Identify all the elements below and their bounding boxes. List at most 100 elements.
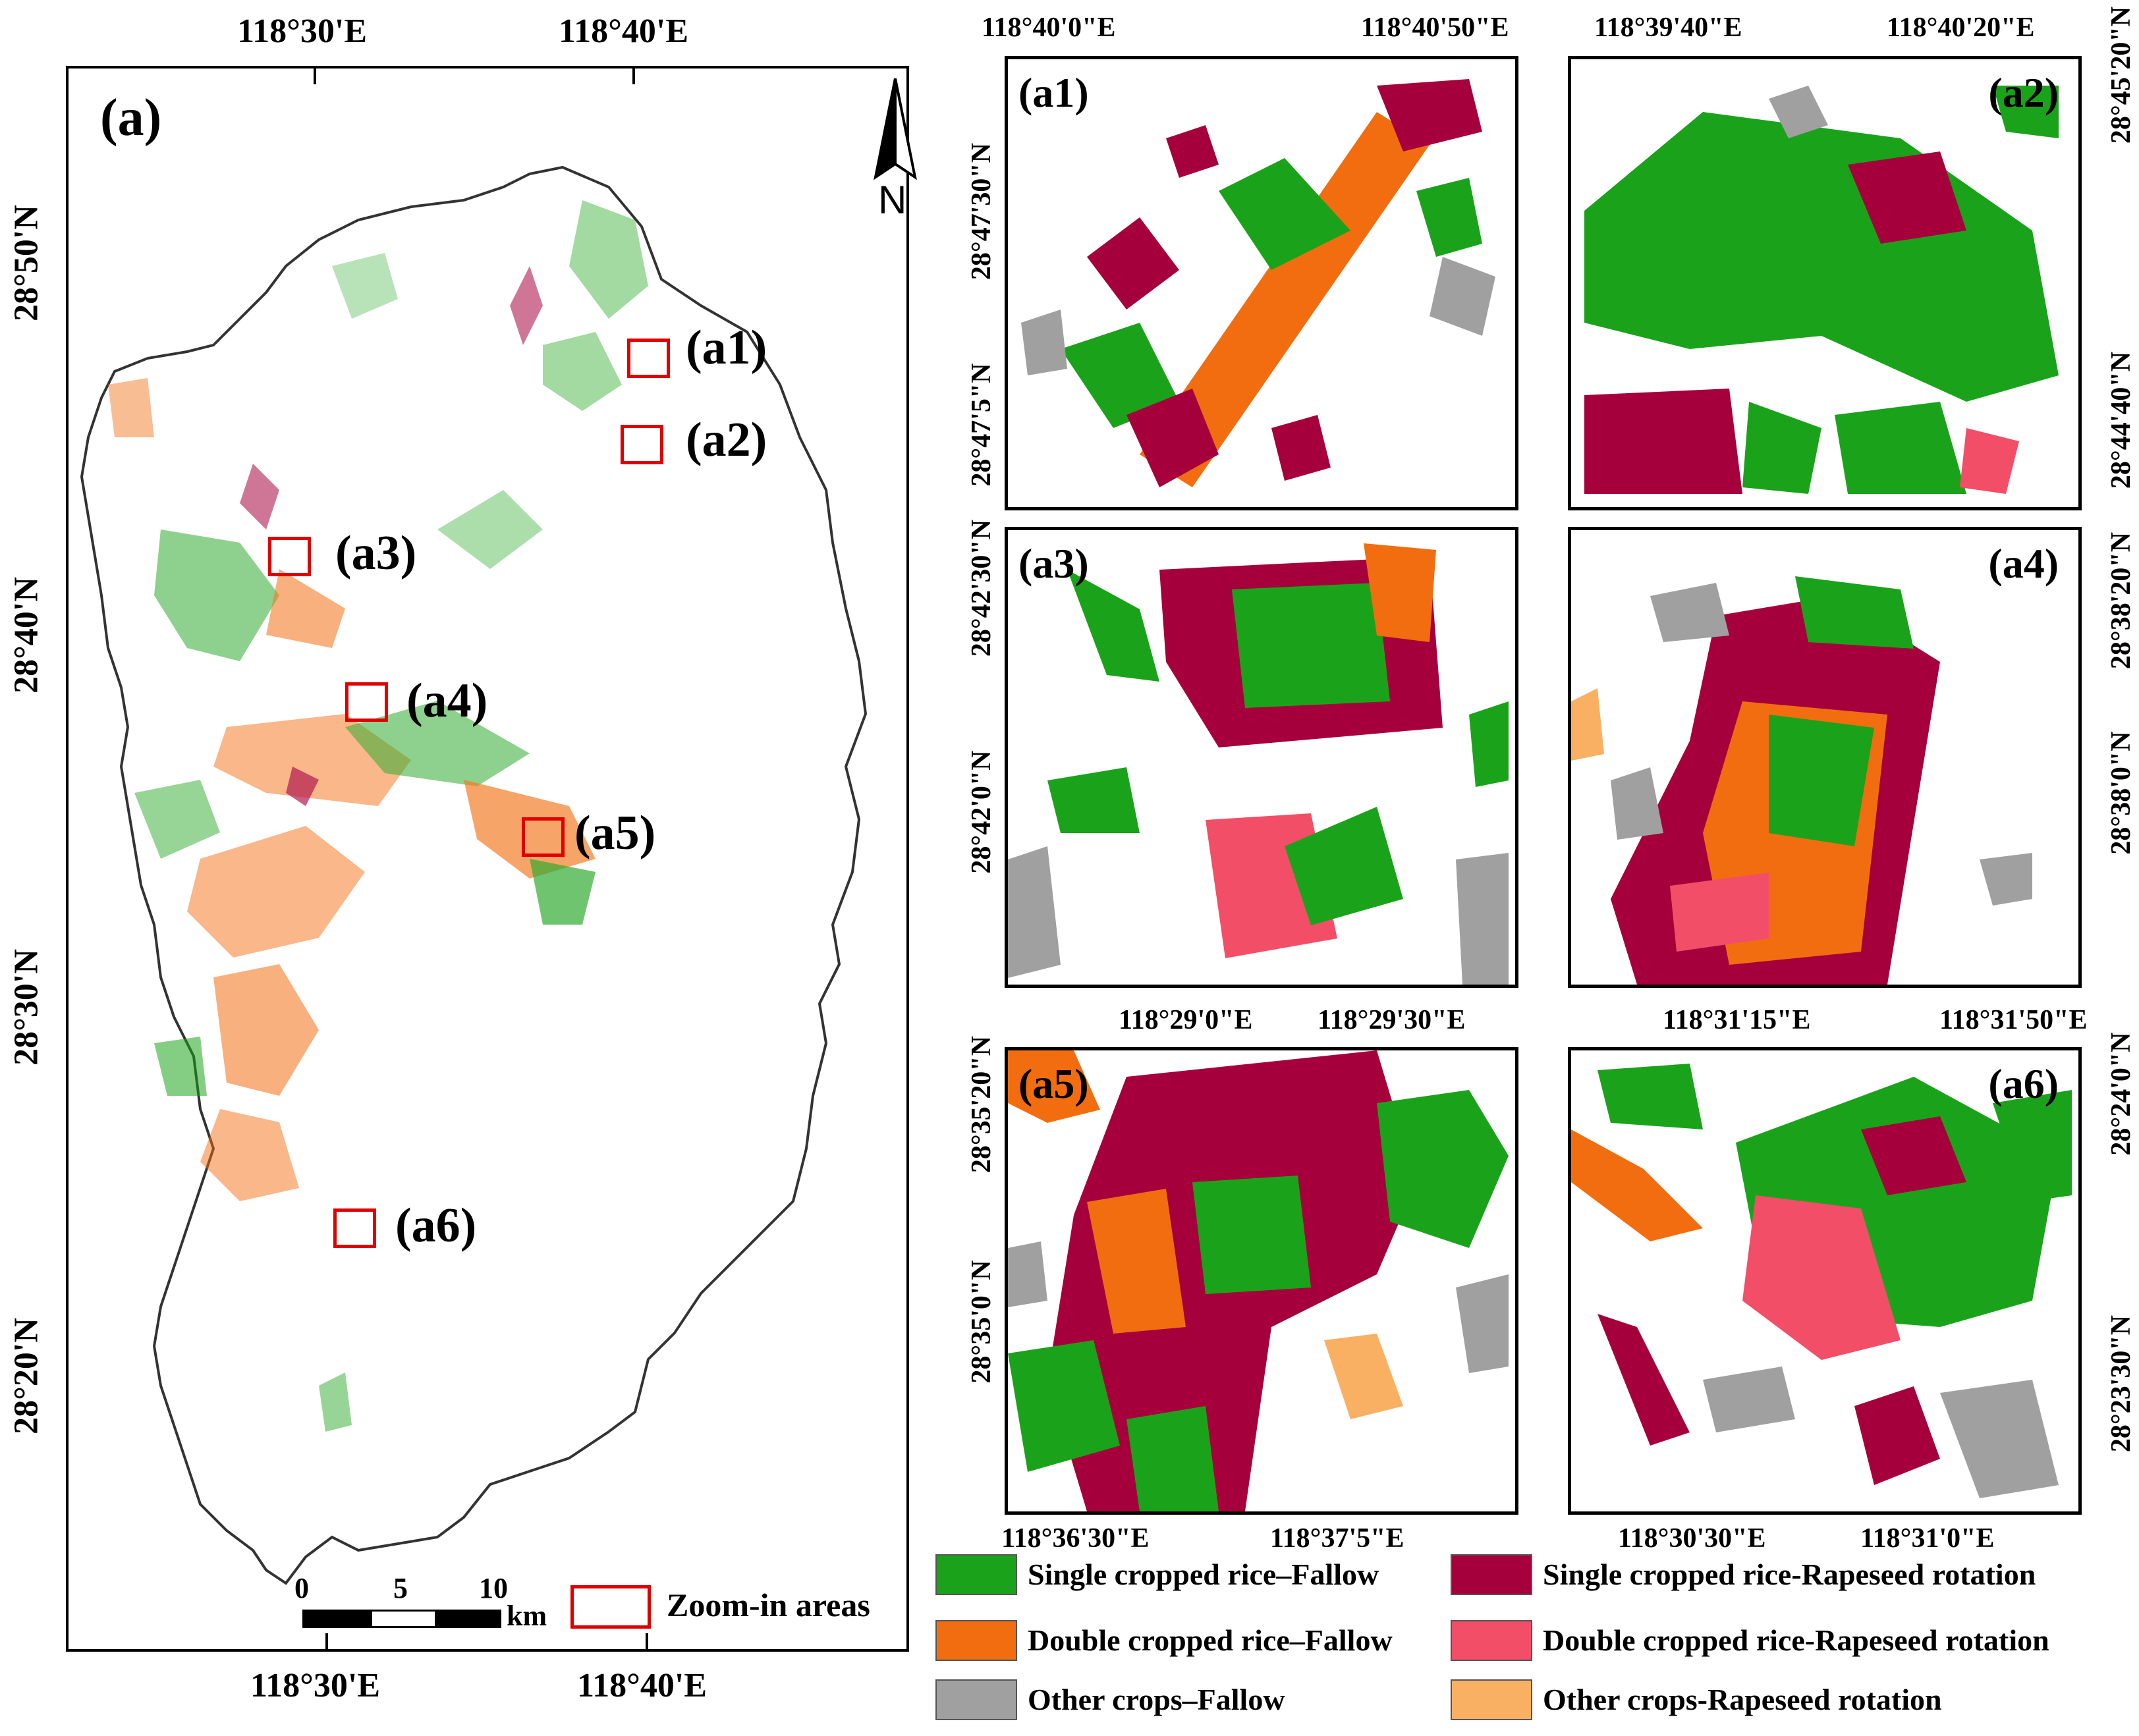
county-boundary — [80, 165, 868, 1585]
legend-swatch-single-fallow — [935, 1554, 1017, 1595]
legend-item-other-fallow: Other crops–Fallow — [935, 1679, 1449, 1720]
scale-tick-0: 0 — [294, 1572, 309, 1604]
panel-a5-tag: (a5) — [1018, 1060, 1089, 1107]
zoom-label-a1: (a1) — [686, 321, 767, 375]
zoom-box-a6[interactable] — [333, 1208, 376, 1248]
legend-label-single-rapeseed: Single cropped rice-Rapeseed rotation — [1543, 1558, 2036, 1591]
panel-a4: (a4) — [1568, 527, 2082, 988]
a3-bottom-lon-2: 118°29'30"E — [1318, 1005, 1466, 1035]
north-label: N — [878, 178, 907, 222]
a3-bottom-lon-1: 118°29'0"E — [1119, 1005, 1253, 1035]
a5-left-lat-1: 28°35'20"N — [966, 1035, 997, 1174]
zoom-legend-text: Zoom-in areas — [667, 1587, 870, 1623]
legend-swatch-single-rapeseed — [1451, 1554, 1532, 1595]
panel-a1-tag: (a1) — [1018, 69, 1089, 116]
main-left-lat-4: 28°20'N — [7, 1318, 45, 1434]
panel-a5: (a5) — [1005, 1047, 1518, 1515]
legend-item-double-fallow: Double cropped rice–Fallow — [935, 1620, 1449, 1661]
a5-left-lat-2: 28°35'0"N — [966, 1260, 997, 1384]
panel-a2-tag: (a2) — [1988, 69, 2059, 116]
scale-tick-5: 5 — [393, 1572, 408, 1604]
a2-top-lon-1: 118°39'40"E — [1594, 13, 1742, 43]
panel-a2-map — [1584, 86, 2059, 494]
main-bottom-lon-1: 118°30'E — [250, 1667, 381, 1704]
main-left-lat-1: 28°50'N — [7, 205, 45, 321]
a4-bottom-lon-1: 118°31'15"E — [1663, 1005, 1811, 1035]
panel-a6-tag: (a6) — [1988, 1060, 2059, 1107]
zoom-box-a1[interactable] — [627, 339, 670, 378]
a1-top-lon-1: 118°40'0"E — [982, 13, 1116, 43]
main-top-lon-1: 118°30'E — [237, 13, 368, 50]
legend-item-single-fallow: Single cropped rice–Fallow — [935, 1554, 1449, 1595]
main-left-lat-3: 28°30'N — [7, 949, 45, 1066]
legend-item-single-rapeseed: Single cropped rice-Rapeseed rotation — [1451, 1554, 2109, 1595]
a5-bottom-lon-2: 118°37'5"E — [1270, 1523, 1404, 1554]
scale-segment-1 — [302, 1610, 372, 1628]
scale-segment-2 — [370, 1610, 437, 1628]
a6-bottom-lon-1: 118°30'30"E — [1618, 1523, 1766, 1554]
legend-swatch-double-fallow — [935, 1620, 1017, 1661]
a2-right-lat-1: 28°45'20"N — [2106, 6, 2136, 144]
zoom-box-a3[interactable] — [268, 537, 311, 576]
legend-label-other-fallow: Other crops–Fallow — [1028, 1683, 1285, 1716]
panel-a4-tag: (a4) — [1988, 540, 2059, 587]
scale-segment-3 — [435, 1610, 501, 1628]
main-left-lat-2: 28°40'N — [7, 577, 45, 693]
zoom-label-a5: (a5) — [574, 806, 656, 860]
scale-tick-10: 10 — [479, 1572, 508, 1604]
zoom-legend-box — [570, 1585, 651, 1629]
panel-a6-map — [1571, 1064, 2072, 1498]
tick-bottom-2 — [646, 1633, 648, 1649]
legend-item-other-rapeseed: Other crops-Rapeseed rotation — [1451, 1679, 2109, 1720]
zoom-box-a2[interactable] — [621, 425, 663, 464]
legend-swatch-other-rapeseed — [1451, 1679, 1532, 1720]
a3-left-lat-2: 28°42'0"N — [966, 750, 997, 874]
main-top-lon-2: 118°40'E — [559, 13, 689, 50]
panel-a1: (a1) — [1005, 56, 1518, 510]
zoom-label-a4: (a4) — [406, 674, 488, 728]
tick-top-2 — [632, 68, 635, 84]
panel-a3-tag: (a3) — [1018, 540, 1089, 587]
panel-a6: (a6) — [1568, 1047, 2082, 1515]
panel-a3: (a3) — [1005, 527, 1518, 988]
zoom-box-a5[interactable] — [522, 817, 565, 857]
panel-a1-map — [1021, 79, 1495, 487]
a6-right-lat-2: 28°23'30"N — [2106, 1315, 2136, 1453]
panel-a5-map — [1008, 1050, 1509, 1511]
legend-label-double-rapeseed: Double cropped rice-Rapeseed rotation — [1543, 1623, 2049, 1657]
a6-right-lat-1: 28°24'0"N — [2106, 1032, 2136, 1156]
main-map-frame: (a) N (a1) (a2) (a3) (a4) (a5) (a6) 0 5 … — [66, 66, 917, 1652]
panel-a3-map — [1008, 543, 1509, 985]
tick-top-1 — [314, 68, 316, 84]
panel-a4-map — [1571, 576, 2032, 985]
a5-bottom-lon-1: 118°36'30"E — [1001, 1523, 1150, 1554]
a2-right-lat-2: 28°44'40"N — [2106, 351, 2136, 489]
legend-label-single-fallow: Single cropped rice–Fallow — [1028, 1558, 1379, 1591]
a1-left-lat-1: 28°47'30"N — [966, 142, 997, 281]
zoom-label-a2: (a2) — [686, 413, 767, 467]
main-map-label: (a) — [100, 89, 162, 147]
a4-right-lat-2: 28°38'0"N — [2106, 731, 2136, 855]
panel-a2: (a2) — [1568, 56, 2082, 510]
main-bottom-lon-2: 118°40'E — [577, 1667, 708, 1704]
a6-bottom-lon-2: 118°31'0"E — [1860, 1523, 1995, 1554]
tick-bottom-1 — [325, 1633, 328, 1649]
zoom-box-a4[interactable] — [345, 682, 388, 722]
legend-item-double-rapeseed: Double cropped rice-Rapeseed rotation — [1451, 1620, 2109, 1661]
legend-swatch-other-fallow — [935, 1679, 1017, 1720]
north-arrow-icon — [874, 78, 917, 180]
a1-top-lon-2: 118°40'50"E — [1361, 13, 1509, 43]
north-arrow: N — [862, 78, 928, 223]
zoom-label-a6: (a6) — [395, 1199, 477, 1253]
legend: Single cropped rice–Fallow Single croppe… — [935, 1554, 2134, 1732]
scale-bar: 0 5 10 km — [294, 1572, 579, 1632]
a3-left-lat-1: 28°42'30"N — [966, 519, 997, 657]
a1-left-lat-2: 28°47'5"N — [966, 363, 997, 487]
a2-top-lon-2: 118°40'20"E — [1887, 13, 2035, 43]
county-map — [80, 165, 868, 1585]
legend-label-double-fallow: Double cropped rice–Fallow — [1028, 1623, 1393, 1657]
scale-unit: km — [507, 1600, 547, 1632]
a4-bottom-lon-2: 118°31'50"E — [1939, 1005, 2088, 1035]
legend-swatch-double-rapeseed — [1451, 1620, 1532, 1661]
a4-right-lat-1: 28°38'20"N — [2106, 531, 2136, 670]
